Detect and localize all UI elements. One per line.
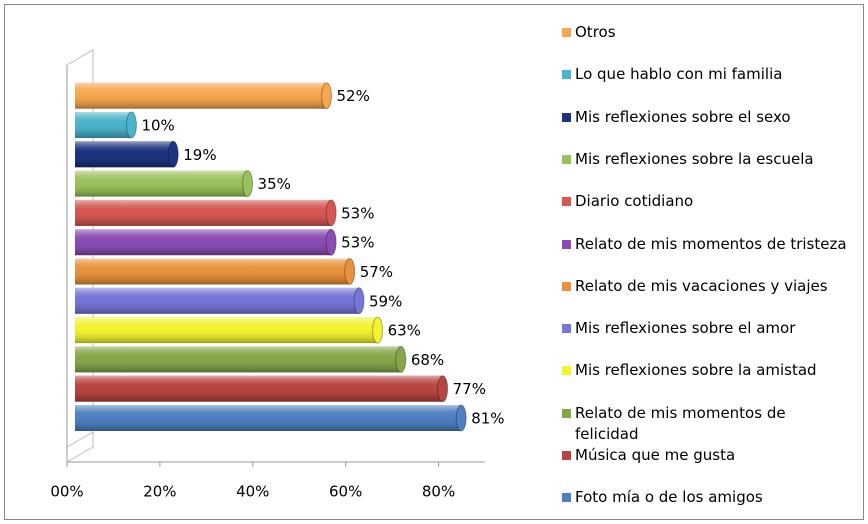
legend-swatch xyxy=(562,493,571,503)
legend-label: Mis reflexiones sobre la escuela xyxy=(575,149,814,168)
legend-swatch xyxy=(562,112,571,122)
bar-cap xyxy=(325,199,337,227)
bar-cap xyxy=(372,316,384,344)
bar-shade xyxy=(75,112,132,138)
legend-item: Lo que hablo con mi familia xyxy=(562,64,852,85)
value-label: 52% xyxy=(337,87,370,105)
value-label: 10% xyxy=(141,117,174,135)
bar-shade xyxy=(75,141,174,168)
legend-item: Relato de mis vacaciones y viajes xyxy=(562,276,852,297)
bar-cap xyxy=(395,345,407,373)
value-label: 53% xyxy=(341,204,374,222)
legend-swatch xyxy=(562,154,571,164)
bar-shade xyxy=(75,170,248,197)
legend-item: Música que me gusta xyxy=(562,445,852,466)
bar-cap xyxy=(344,258,356,285)
legend-label: Otros xyxy=(575,23,616,41)
legend-label: Lo que hablo con mi familia xyxy=(575,65,783,84)
value-label: 77% xyxy=(453,380,486,398)
legend-item: Mis reflexiones sobre el amor xyxy=(562,318,852,339)
legend-item: Mis reflexiones sobre la escuela xyxy=(562,149,852,170)
legend-label: Mis reflexiones sobre el amor xyxy=(575,319,796,338)
value-label: 57% xyxy=(360,263,393,281)
value-label: 19% xyxy=(183,146,216,164)
legend-item: Mis reflexiones sobre el sexo xyxy=(562,107,852,128)
bar-shade xyxy=(75,287,360,314)
bar-shade xyxy=(75,375,443,402)
legend-label: Relato de mis vacaciones y viajes xyxy=(575,276,828,295)
value-label: 68% xyxy=(411,351,444,369)
x-tick-label: 60% xyxy=(329,483,362,501)
x-tick-label: 80% xyxy=(422,483,455,501)
legend-label: Mis reflexiones sobre la amistad xyxy=(575,361,817,380)
x-tick-label: 20% xyxy=(143,483,176,501)
legend-swatch xyxy=(562,324,571,334)
legend-item: Foto mía o de los amigos xyxy=(562,487,852,508)
legend-swatch xyxy=(562,28,571,37)
legend-label: Relato de mis momentos de felicidad xyxy=(575,403,786,443)
bar-cap xyxy=(455,404,467,432)
legend-swatch xyxy=(562,451,571,460)
bar-cap xyxy=(437,375,449,403)
floor-edge xyxy=(66,446,94,463)
bar-cap xyxy=(325,228,337,256)
bar-shade xyxy=(75,317,378,344)
bar-cap xyxy=(167,140,179,168)
legend-item: Relato de mis momentos de tristeza xyxy=(562,234,852,255)
legend-label: Diario cotidiano xyxy=(575,192,694,211)
bar-shade xyxy=(75,82,327,109)
x-tick-label: 00% xyxy=(50,483,83,501)
value-label: 81% xyxy=(471,410,504,428)
bar-cap xyxy=(353,287,365,315)
bar-shade xyxy=(75,346,401,373)
legend-item: Otros xyxy=(562,22,852,43)
legend-swatch xyxy=(562,281,571,291)
legend-swatch xyxy=(562,239,571,249)
legend-swatch xyxy=(562,408,571,418)
legend-item: Mis reflexiones sobre la amistad xyxy=(562,360,852,381)
bar-shade xyxy=(75,258,350,285)
bar-shade xyxy=(75,405,462,431)
legend-swatch xyxy=(562,366,571,376)
chart-border xyxy=(4,4,864,520)
legend-label: Mis reflexiones sobre el sexo xyxy=(575,107,791,126)
bar-cap xyxy=(321,82,333,110)
bar-shade xyxy=(75,229,332,256)
legend-label: Foto mía o de los amigos xyxy=(575,488,763,507)
x-tick-label: 40% xyxy=(236,483,269,501)
legend-label: Música que me gusta xyxy=(575,446,736,464)
value-label: 53% xyxy=(341,234,374,252)
bar-shade xyxy=(75,199,332,226)
value-label: 59% xyxy=(369,292,402,310)
legend-swatch xyxy=(562,70,571,80)
legend-item: Diario cotidiano xyxy=(562,191,852,212)
legend-label: Relato de mis momentos de tristeza xyxy=(575,234,847,253)
legend-swatch xyxy=(562,197,571,207)
bar-cap xyxy=(242,170,254,198)
value-label: 63% xyxy=(388,322,421,340)
value-label: 35% xyxy=(258,175,291,193)
bar-cap xyxy=(125,111,137,139)
legend-item: Relato de mis momentos de felicidad xyxy=(562,403,852,445)
